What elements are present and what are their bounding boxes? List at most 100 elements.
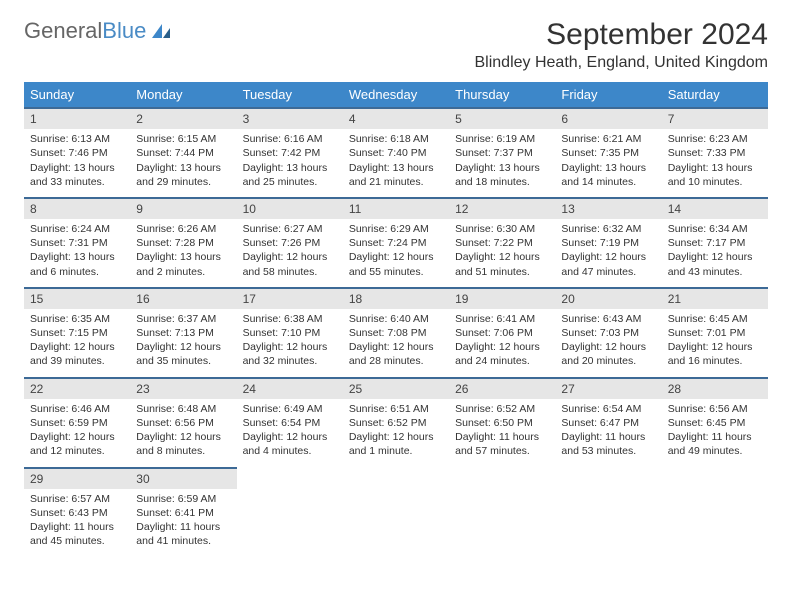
calendar-day-cell: 25Sunrise: 6:51 AMSunset: 6:52 PMDayligh… [343, 378, 449, 468]
sunset-text: Sunset: 7:03 PM [561, 326, 655, 340]
daylight-text: and 57 minutes. [455, 444, 549, 458]
daylight-text: Daylight: 13 hours [30, 161, 124, 175]
sunset-text: Sunset: 7:37 PM [455, 146, 549, 160]
daylight-text: Daylight: 12 hours [136, 340, 230, 354]
sunrise-text: Sunrise: 6:18 AM [349, 132, 443, 146]
day-number: 12 [449, 199, 555, 219]
calendar-day-cell: 30Sunrise: 6:59 AMSunset: 6:41 PMDayligh… [130, 468, 236, 557]
day-number: 20 [555, 289, 661, 309]
calendar-day-cell [662, 468, 768, 557]
month-title: September 2024 [474, 18, 768, 52]
day-number: 14 [662, 199, 768, 219]
sunset-text: Sunset: 7:42 PM [243, 146, 337, 160]
daylight-text: Daylight: 12 hours [243, 340, 337, 354]
sunrise-text: Sunrise: 6:26 AM [136, 222, 230, 236]
calendar-day-cell: 23Sunrise: 6:48 AMSunset: 6:56 PMDayligh… [130, 378, 236, 468]
day-number: 27 [555, 379, 661, 399]
daylight-text: and 21 minutes. [349, 175, 443, 189]
daylight-text: and 29 minutes. [136, 175, 230, 189]
calendar-day-cell [237, 468, 343, 557]
day-number: 29 [24, 469, 130, 489]
sunset-text: Sunset: 7:26 PM [243, 236, 337, 250]
sunrise-text: Sunrise: 6:16 AM [243, 132, 337, 146]
day-number: 19 [449, 289, 555, 309]
sunset-text: Sunset: 6:54 PM [243, 416, 337, 430]
daylight-text: Daylight: 13 hours [349, 161, 443, 175]
sunrise-text: Sunrise: 6:34 AM [668, 222, 762, 236]
calendar-day-cell: 28Sunrise: 6:56 AMSunset: 6:45 PMDayligh… [662, 378, 768, 468]
calendar-day-cell: 17Sunrise: 6:38 AMSunset: 7:10 PMDayligh… [237, 288, 343, 378]
sunrise-text: Sunrise: 6:13 AM [30, 132, 124, 146]
sunset-text: Sunset: 7:01 PM [668, 326, 762, 340]
day-number: 28 [662, 379, 768, 399]
daylight-text: and 6 minutes. [30, 265, 124, 279]
sunset-text: Sunset: 7:28 PM [136, 236, 230, 250]
sunrise-text: Sunrise: 6:56 AM [668, 402, 762, 416]
daylight-text: Daylight: 12 hours [561, 340, 655, 354]
sunrise-text: Sunrise: 6:57 AM [30, 492, 124, 506]
day-number: 11 [343, 199, 449, 219]
calendar-day-cell: 26Sunrise: 6:52 AMSunset: 6:50 PMDayligh… [449, 378, 555, 468]
day-number: 16 [130, 289, 236, 309]
sunrise-text: Sunrise: 6:41 AM [455, 312, 549, 326]
calendar-week-row: 29Sunrise: 6:57 AMSunset: 6:43 PMDayligh… [24, 468, 768, 557]
sunset-text: Sunset: 6:50 PM [455, 416, 549, 430]
calendar-day-cell [555, 468, 661, 557]
daylight-text: Daylight: 13 hours [455, 161, 549, 175]
calendar-day-cell: 5Sunrise: 6:19 AMSunset: 7:37 PMDaylight… [449, 108, 555, 198]
weekday-header: Saturday [662, 82, 768, 108]
daylight-text: Daylight: 12 hours [455, 340, 549, 354]
daylight-text: Daylight: 12 hours [30, 430, 124, 444]
sunset-text: Sunset: 6:59 PM [30, 416, 124, 430]
sunset-text: Sunset: 7:24 PM [349, 236, 443, 250]
day-number: 23 [130, 379, 236, 399]
day-number: 7 [662, 109, 768, 129]
sunrise-text: Sunrise: 6:37 AM [136, 312, 230, 326]
day-number: 2 [130, 109, 236, 129]
weekday-header: Monday [130, 82, 236, 108]
sunset-text: Sunset: 7:19 PM [561, 236, 655, 250]
sunset-text: Sunset: 7:44 PM [136, 146, 230, 160]
daylight-text: Daylight: 13 hours [136, 161, 230, 175]
calendar-day-cell: 12Sunrise: 6:30 AMSunset: 7:22 PMDayligh… [449, 198, 555, 288]
sunrise-text: Sunrise: 6:51 AM [349, 402, 443, 416]
daylight-text: Daylight: 12 hours [668, 340, 762, 354]
sunrise-text: Sunrise: 6:45 AM [668, 312, 762, 326]
daylight-text: and 41 minutes. [136, 534, 230, 548]
calendar-day-cell: 24Sunrise: 6:49 AMSunset: 6:54 PMDayligh… [237, 378, 343, 468]
daylight-text: Daylight: 12 hours [349, 250, 443, 264]
daylight-text: Daylight: 13 hours [561, 161, 655, 175]
daylight-text: and 45 minutes. [30, 534, 124, 548]
daylight-text: and 49 minutes. [668, 444, 762, 458]
calendar-day-cell [449, 468, 555, 557]
daylight-text: Daylight: 12 hours [349, 340, 443, 354]
calendar-day-cell: 22Sunrise: 6:46 AMSunset: 6:59 PMDayligh… [24, 378, 130, 468]
calendar-day-cell: 2Sunrise: 6:15 AMSunset: 7:44 PMDaylight… [130, 108, 236, 198]
calendar-day-cell: 6Sunrise: 6:21 AMSunset: 7:35 PMDaylight… [555, 108, 661, 198]
day-number: 10 [237, 199, 343, 219]
sunrise-text: Sunrise: 6:23 AM [668, 132, 762, 146]
daylight-text: and 33 minutes. [30, 175, 124, 189]
daylight-text: and 58 minutes. [243, 265, 337, 279]
daylight-text: Daylight: 11 hours [668, 430, 762, 444]
sunset-text: Sunset: 6:52 PM [349, 416, 443, 430]
sunrise-text: Sunrise: 6:54 AM [561, 402, 655, 416]
header: GeneralBlue September 2024 Blindley Heat… [24, 18, 768, 72]
day-number: 17 [237, 289, 343, 309]
calendar-day-cell: 16Sunrise: 6:37 AMSunset: 7:13 PMDayligh… [130, 288, 236, 378]
daylight-text: and 35 minutes. [136, 354, 230, 368]
daylight-text: Daylight: 12 hours [349, 430, 443, 444]
daylight-text: Daylight: 11 hours [136, 520, 230, 534]
sunset-text: Sunset: 7:10 PM [243, 326, 337, 340]
daylight-text: and 2 minutes. [136, 265, 230, 279]
sunset-text: Sunset: 7:17 PM [668, 236, 762, 250]
daylight-text: Daylight: 13 hours [243, 161, 337, 175]
calendar-day-cell: 10Sunrise: 6:27 AMSunset: 7:26 PMDayligh… [237, 198, 343, 288]
daylight-text: Daylight: 12 hours [243, 430, 337, 444]
sunset-text: Sunset: 7:22 PM [455, 236, 549, 250]
calendar-day-cell: 3Sunrise: 6:16 AMSunset: 7:42 PMDaylight… [237, 108, 343, 198]
sunset-text: Sunset: 6:56 PM [136, 416, 230, 430]
daylight-text: and 39 minutes. [30, 354, 124, 368]
title-block: September 2024 Blindley Heath, England, … [474, 18, 768, 72]
sunrise-text: Sunrise: 6:43 AM [561, 312, 655, 326]
